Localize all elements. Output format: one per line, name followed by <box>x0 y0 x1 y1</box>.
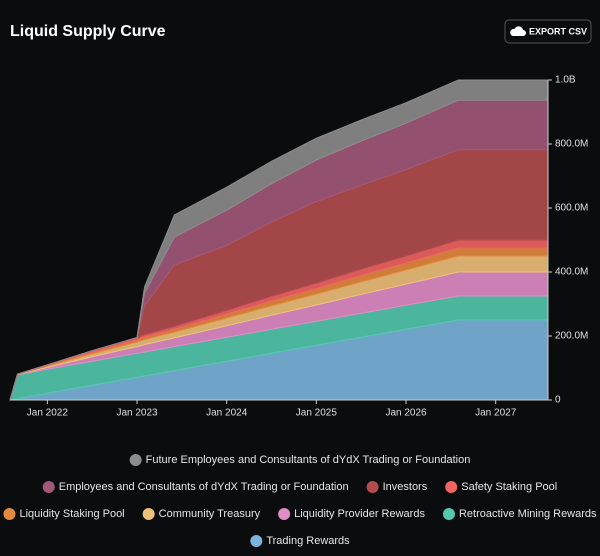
legend-label[interactable]: Community Treasury <box>159 508 261 520</box>
legend-swatch[interactable] <box>366 481 379 493</box>
y-tick-label: 200.0M <box>555 331 588 342</box>
legend-swatch[interactable] <box>250 535 263 547</box>
legend-swatch[interactable] <box>142 508 155 520</box>
button-label[interactable]: EXPORT CSV <box>529 26 587 36</box>
legend-label[interactable]: Employees and Consultants of dYdX Tradin… <box>59 481 349 493</box>
y-tick-label: 1.0B <box>555 75 576 86</box>
y-tick-label: 400.0M <box>555 267 588 278</box>
x-tick-label: Jan 2026 <box>385 408 427 419</box>
legend-label[interactable]: Trading Rewards <box>266 535 350 547</box>
legend-swatch[interactable] <box>129 454 142 466</box>
legend-swatch[interactable] <box>42 481 55 493</box>
export-button[interactable]: EXPORT CSV <box>504 19 592 44</box>
legend-label[interactable]: Future Employees and Consultants of dYdX… <box>146 454 471 466</box>
legend-swatch[interactable] <box>442 508 455 520</box>
legend-swatch[interactable] <box>278 508 291 520</box>
x-tick-label: Jan 2027 <box>475 408 517 419</box>
x-tick-label: Jan 2022 <box>27 408 69 419</box>
legend-label[interactable]: Liquidity Staking Pool <box>19 508 124 520</box>
y-tick-label: 0 <box>555 395 561 406</box>
button-frame[interactable] <box>504 19 592 44</box>
x-tick-label: Jan 2024 <box>206 408 248 419</box>
y-tick-label: 800.0M <box>555 139 588 150</box>
legend-swatch[interactable] <box>445 481 458 493</box>
chart-title: Liquid Supply Curve <box>10 23 166 40</box>
x-tick-label: Jan 2023 <box>116 408 158 419</box>
cloud-icon <box>510 26 526 36</box>
legend-label[interactable]: Safety Staking Pool <box>461 481 557 493</box>
x-tick-label: Jan 2025 <box>296 408 338 419</box>
legend-label[interactable]: Liquidity Provider Rewards <box>294 508 425 520</box>
legend-swatch[interactable] <box>3 508 16 520</box>
legend-label[interactable]: Retroactive Mining Rewards <box>459 508 597 520</box>
y-tick-label: 600.0M <box>555 203 588 214</box>
legend-label[interactable]: Investors <box>383 481 428 493</box>
